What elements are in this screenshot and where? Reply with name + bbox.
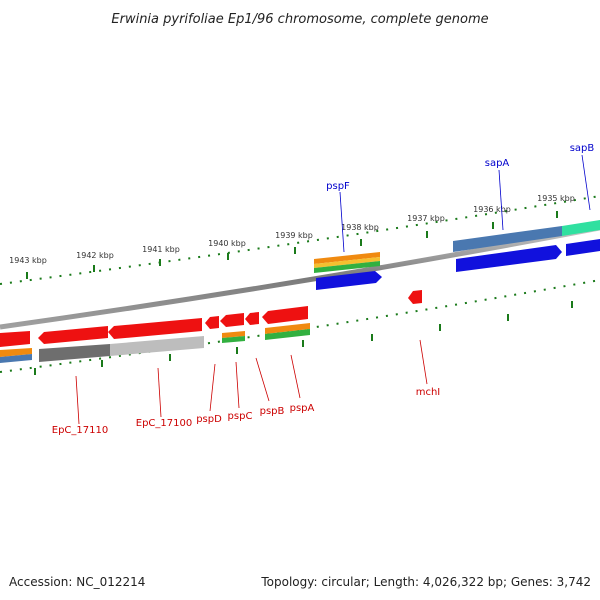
- gene-label-mchI[interactable]: mchI: [416, 387, 441, 398]
- ruler-label: 1935 kbp: [537, 194, 575, 203]
- gene-label-pspF[interactable]: pspF: [326, 181, 350, 192]
- gene-EpC_17120[interactable]: [0, 331, 32, 363]
- chromosome-backbone: [0, 225, 600, 330]
- reverse-gene-labels: EpC_17110 EpC_17100 pspD pspC pspB pspA …: [52, 339, 441, 436]
- ruler-label: 1943 kbp: [9, 256, 47, 265]
- gene-EpC_17100[interactable]: [108, 318, 204, 356]
- ruler-label: 1936 kbp: [473, 205, 511, 214]
- accession-text: Accession: NC_012214: [9, 575, 145, 589]
- gene-pspF[interactable]: [314, 252, 382, 290]
- genome-summary-text: Topology: circular; Length: 4,026,322 bp…: [260, 575, 591, 589]
- gene-label-sapB[interactable]: sapB: [570, 143, 595, 154]
- ruler-upper: 1943 kbp 1942 kbp 1941 kbp 1940 kbp 1939…: [0, 194, 600, 285]
- gene-EpC_17110[interactable]: [38, 326, 110, 362]
- gene-sapB[interactable]: [562, 220, 600, 256]
- gene-pspA[interactable]: [262, 306, 310, 340]
- ruler-label: 1937 kbp: [407, 214, 445, 223]
- ruler-label: 1940 kbp: [208, 239, 246, 248]
- gene-label-pspC[interactable]: pspC: [228, 411, 253, 422]
- gene-label-pspB[interactable]: pspB: [260, 406, 285, 417]
- forward-gene-labels: pspF sapA sapB: [326, 143, 595, 253]
- ruler-label: 1938 kbp: [341, 223, 379, 232]
- gene-pspC[interactable]: [220, 313, 245, 343]
- map-title: Erwinia pyrifoliae Ep1/96 chromosome, co…: [111, 12, 488, 27]
- gene-sapA[interactable]: [453, 226, 562, 272]
- gene-pspD[interactable]: [205, 316, 219, 329]
- ruler-label: 1942 kbp: [76, 251, 114, 260]
- forward-genes: [314, 220, 600, 290]
- gene-label-pspA[interactable]: pspA: [290, 403, 315, 414]
- gene-label-sapA[interactable]: sapA: [485, 158, 510, 169]
- ruler-label: 1941 kbp: [142, 245, 180, 254]
- gene-mchI[interactable]: [408, 290, 422, 304]
- gene-pspB[interactable]: [245, 312, 259, 325]
- gene-label-EpC_17110[interactable]: EpC_17110: [52, 425, 108, 436]
- reverse-genes: [0, 290, 422, 363]
- ruler-lower: [0, 279, 600, 375]
- ruler-tick: [26, 211, 558, 279]
- ruler-tick: [34, 301, 573, 375]
- gene-label-pspD[interactable]: pspD: [196, 414, 222, 425]
- ruler-label: 1939 kbp: [275, 231, 313, 240]
- gene-label-EpC_17100[interactable]: EpC_17100: [136, 418, 192, 429]
